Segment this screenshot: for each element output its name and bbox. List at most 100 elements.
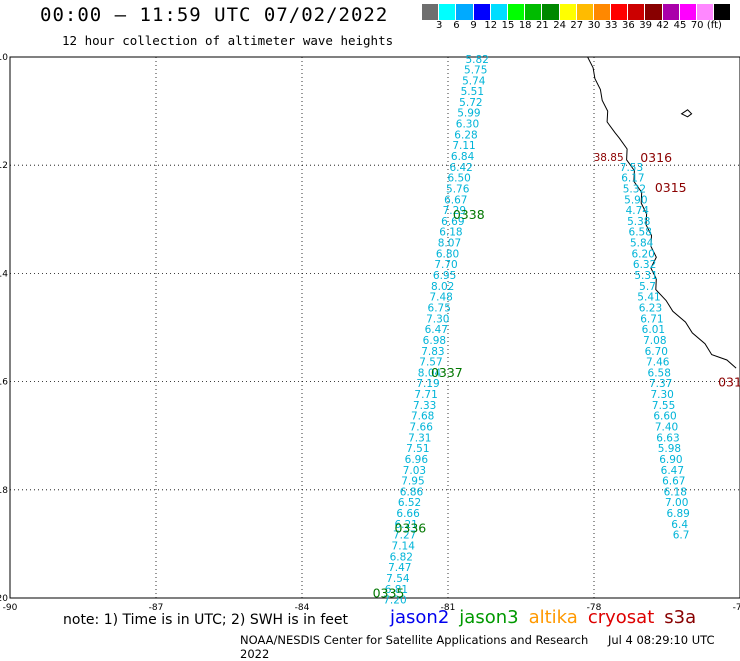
wave-height-label: 6.90 bbox=[659, 454, 682, 466]
time-label: 0335 bbox=[373, 586, 405, 601]
time-label: 0338 bbox=[453, 207, 485, 222]
time-label: 0315 bbox=[655, 180, 687, 195]
wave-height-label: 6.20 bbox=[631, 248, 654, 260]
lon-tick-label: -90 bbox=[3, 603, 18, 613]
scale-swatch bbox=[456, 4, 474, 20]
satellite-jason2: jason2 bbox=[390, 607, 450, 628]
scale-label: 15 bbox=[501, 20, 515, 31]
lat-tick-label: 14 bbox=[0, 269, 8, 279]
wave-height-label: 7.55 bbox=[652, 400, 675, 412]
wave-height-label: 6.4 bbox=[671, 519, 688, 531]
wave-height-label: 4.74 bbox=[626, 205, 650, 217]
wave-height-label: 7.14 bbox=[392, 541, 416, 553]
note-text: note: 1) Time is in UTC; 2) SWH is in fe… bbox=[63, 612, 349, 628]
wave-height-label: 6.47 bbox=[425, 324, 448, 336]
time-label: 0337 bbox=[431, 365, 463, 380]
wave-height-label: 5.32 bbox=[623, 183, 646, 195]
footer-credit: NOAA/NESDIS Center for Satellite Applica… bbox=[240, 633, 589, 647]
scale-label: 42 bbox=[656, 20, 670, 31]
wave-height-label: 7.31 bbox=[408, 432, 431, 444]
wave-height-label: 7.70 bbox=[434, 259, 457, 271]
wave-height-label: 5.74 bbox=[462, 75, 486, 87]
wave-height-label: 6.84 bbox=[451, 151, 475, 163]
wave-height-label: 6.18 bbox=[664, 486, 687, 498]
wave-height-label: 5.7 bbox=[639, 281, 656, 293]
scale-swatch bbox=[525, 4, 543, 20]
time-label: 031 bbox=[718, 375, 740, 390]
wave-height-label: 7.40 bbox=[655, 422, 678, 434]
wave-height-label: 6.75 bbox=[428, 302, 451, 314]
time-label: 0336 bbox=[394, 521, 426, 536]
scale-label: 39 bbox=[639, 20, 652, 31]
wave-height-label: 6.7 bbox=[673, 530, 690, 542]
wave-height-label: 5.51 bbox=[461, 86, 484, 98]
wave-height-label: 7.68 bbox=[411, 411, 434, 423]
scale-label: 12 bbox=[484, 20, 498, 31]
wave-height-label: 6.81 bbox=[385, 584, 408, 596]
wave-height-label: 7.27 bbox=[393, 530, 416, 542]
wave-height-label: 6.18 bbox=[439, 227, 462, 239]
wave-height-label: 7.47 bbox=[388, 562, 411, 574]
wave-height-label: 7.00 bbox=[665, 497, 688, 509]
wave-height-label: 6.30 bbox=[456, 119, 479, 131]
lon-tick-label: -87 bbox=[149, 603, 164, 613]
wave-height-label: 6.42 bbox=[449, 162, 472, 174]
scale-swatch bbox=[662, 4, 680, 20]
scale-swatch bbox=[422, 4, 440, 20]
satellite-altika: altika bbox=[528, 607, 578, 628]
wave-height-label: 7.20 bbox=[383, 595, 406, 607]
wave-height-label: 6.80 bbox=[436, 248, 459, 260]
wave-height-label: 7.53 bbox=[620, 162, 643, 174]
wave-height-label: 6.23 bbox=[639, 302, 662, 314]
wave-height-label: 7.03 bbox=[403, 465, 426, 477]
wave-height-label: 5.72 bbox=[459, 97, 482, 109]
scale-swatch bbox=[697, 4, 715, 20]
wave-height-label: 6.21 bbox=[394, 519, 417, 531]
scale-swatch bbox=[576, 4, 594, 20]
wave-height-label: 5.76 bbox=[446, 183, 470, 195]
scale-swatch bbox=[611, 4, 629, 20]
scale-swatch bbox=[593, 4, 612, 20]
wave-height-label: 7.48 bbox=[429, 292, 452, 304]
lon-tick-label: -75 bbox=[733, 603, 740, 613]
scale-label: 9 bbox=[470, 20, 477, 31]
wave-height-label: 6.17 bbox=[621, 173, 644, 185]
wave-height-label: 7.11 bbox=[452, 140, 475, 152]
page-title: 00:00 – 11:59 UTC 07/02/2022 bbox=[40, 4, 389, 26]
wave-height-label: 7.71 bbox=[414, 389, 437, 401]
color-scale-labels: 3 6 9 12 15 18 21 24 27 30 33 36 39 42 45 70 (ft) bbox=[422, 20, 740, 34]
wave-height-label: 6.98 bbox=[423, 335, 446, 347]
map-frame bbox=[9, 56, 740, 599]
wave-height-label: 6.71 bbox=[640, 313, 663, 325]
lon-tick-label: -81 bbox=[441, 603, 456, 613]
wave-height-label: 7.95 bbox=[401, 476, 424, 488]
scale-label: 3 bbox=[436, 20, 443, 31]
wave-height-label: 8.02 bbox=[431, 281, 454, 293]
scale-swatch bbox=[679, 4, 697, 20]
wave-height-label: 6.67 bbox=[444, 194, 467, 206]
satellite-cryosat: cryosat bbox=[587, 607, 655, 628]
wave-height-label: 7.29 bbox=[443, 205, 466, 217]
wave-height-label: 6.69 bbox=[441, 216, 464, 228]
wave-height-label: 6.58 bbox=[629, 227, 652, 239]
wave-height-label: 6.96 bbox=[405, 454, 429, 466]
lat-tick-label: 20 bbox=[0, 594, 8, 604]
scale-label: 33 bbox=[604, 20, 618, 31]
scale-label: 6 bbox=[453, 20, 460, 31]
wave-height-label: 7.30 bbox=[650, 389, 673, 401]
wave-height-label: 6.67 bbox=[662, 476, 685, 488]
wave-height-label: 5.38 bbox=[627, 216, 650, 228]
lon-tick-label: -84 bbox=[295, 603, 310, 613]
time-label: 0316 bbox=[640, 150, 672, 165]
wave-height-label: 7.30 bbox=[426, 313, 449, 325]
wave-height-label: 6.47 bbox=[661, 465, 684, 477]
scale-swatch bbox=[542, 4, 560, 20]
wave-height-label: 6.66 bbox=[396, 508, 420, 520]
lat-tick-label: 10 bbox=[0, 53, 8, 63]
wave-height-label: 6.58 bbox=[648, 367, 671, 379]
wave-height-label: 7.19 bbox=[416, 378, 439, 390]
scale-swatch bbox=[559, 4, 577, 20]
wave-height-label: 8.07 bbox=[438, 238, 461, 250]
scale-label: 18 bbox=[518, 20, 532, 31]
